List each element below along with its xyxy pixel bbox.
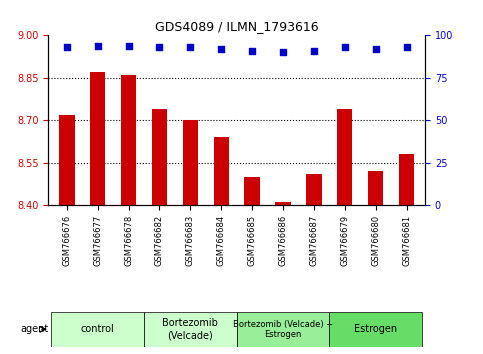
Bar (337, 109, 353, 205)
Bar (51, 312, 144, 347)
Point (186, 45, 194, 50)
Bar (399, 154, 414, 205)
Point (63, 45, 71, 50)
Text: control: control (81, 324, 114, 334)
Point (217, 46, 225, 52)
Bar (213, 137, 229, 205)
Point (156, 45, 163, 50)
Bar (121, 75, 136, 205)
Bar (329, 312, 422, 347)
Point (310, 48, 318, 53)
Bar (90, 72, 105, 205)
Point (403, 45, 411, 50)
Point (372, 46, 380, 52)
Bar (183, 120, 198, 205)
Point (94, 43, 101, 48)
Bar (152, 109, 167, 205)
Bar (144, 312, 237, 347)
Text: Estrogen: Estrogen (354, 324, 397, 334)
Bar (275, 202, 291, 205)
Text: agent: agent (20, 324, 48, 334)
Bar (306, 174, 322, 205)
Title: GDS4089 / ILMN_1793616: GDS4089 / ILMN_1793616 (155, 20, 318, 33)
Point (279, 50, 287, 55)
Point (125, 43, 132, 48)
Bar (368, 171, 384, 205)
Bar (244, 177, 260, 205)
Text: Bortezomib
(Velcade): Bortezomib (Velcade) (162, 318, 218, 340)
Point (341, 45, 349, 50)
Point (248, 48, 256, 53)
Bar (237, 312, 329, 347)
Bar (59, 115, 74, 205)
Text: Bortezomib (Velcade) +
Estrogen: Bortezomib (Velcade) + Estrogen (233, 320, 333, 339)
